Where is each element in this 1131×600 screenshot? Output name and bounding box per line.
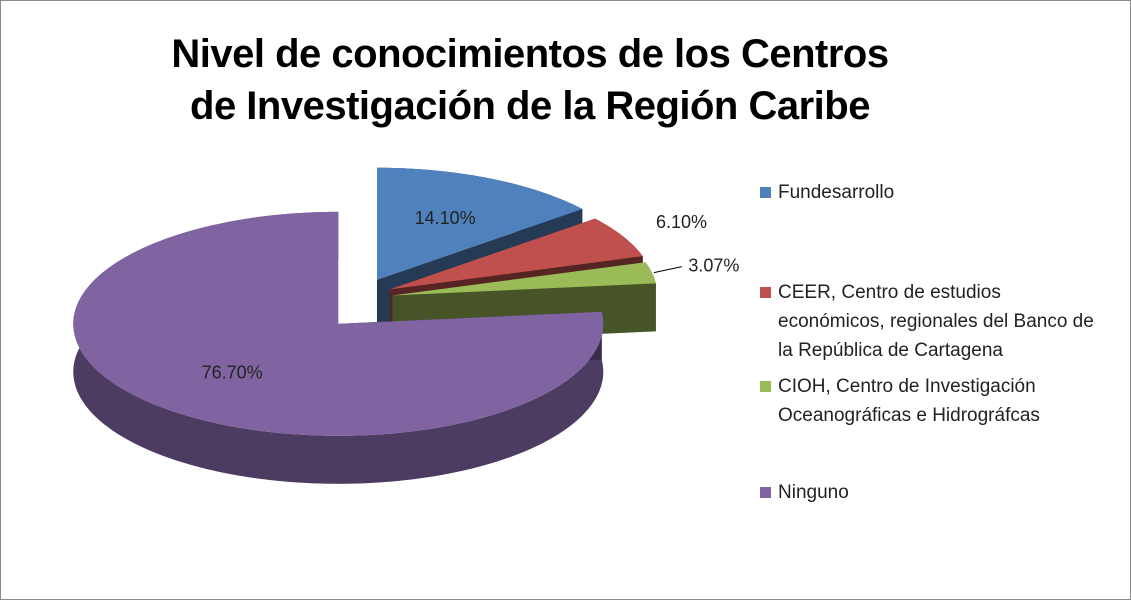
pie-slice — [392, 262, 656, 296]
legend-item: Ninguno — [760, 478, 1110, 507]
pie-slice — [73, 211, 604, 436]
pie-slice — [389, 218, 643, 290]
legend-swatch — [760, 187, 771, 198]
leader-line — [653, 266, 682, 274]
data-label: 6.10% — [656, 212, 707, 232]
chart-title: Nivel de conocimientos de los Centros de… — [171, 32, 889, 128]
legend-label: CIOH, Centro de Investigación Oceanográf… — [778, 376, 1040, 426]
legend-swatch — [760, 287, 771, 298]
legend-swatch — [760, 487, 771, 498]
data-label: 3.07% — [688, 255, 739, 275]
legend-label: Fundesarrollo — [778, 182, 895, 203]
legend-label: Ninguno — [778, 482, 849, 503]
legend-label: CEER, Centro de estudios económicos, reg… — [778, 282, 1094, 361]
pie-slice — [377, 167, 583, 280]
legend-item: CEER, Centro de estudios económicos, reg… — [760, 278, 1110, 365]
legend-item: Fundesarrollo — [760, 178, 1110, 207]
legend-swatch — [760, 381, 771, 392]
data-label: 14.10% — [415, 208, 476, 228]
data-label: 76.70% — [202, 363, 263, 383]
legend-item: CIOH, Centro de Investigación Oceanográf… — [760, 372, 1110, 430]
